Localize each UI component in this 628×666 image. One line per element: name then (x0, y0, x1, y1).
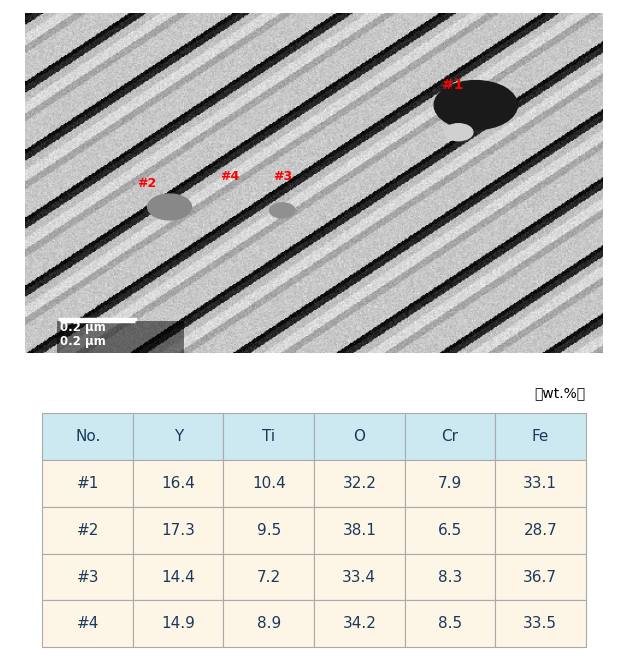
FancyBboxPatch shape (43, 507, 133, 553)
Circle shape (444, 124, 473, 141)
Text: #2: #2 (77, 523, 99, 537)
FancyBboxPatch shape (133, 414, 224, 460)
Text: 36.7: 36.7 (523, 569, 557, 585)
Text: #1: #1 (77, 476, 99, 491)
Text: 17.3: 17.3 (161, 523, 195, 537)
Text: Fe: Fe (531, 430, 549, 444)
FancyBboxPatch shape (314, 553, 404, 601)
Text: 0.2 μm: 0.2 μm (60, 321, 106, 334)
Text: （wt.%）: （wt.%） (534, 386, 585, 400)
Circle shape (148, 194, 192, 220)
Text: 7.2: 7.2 (257, 569, 281, 585)
Text: No.: No. (75, 430, 100, 444)
Text: 32.2: 32.2 (342, 476, 376, 491)
FancyBboxPatch shape (224, 507, 314, 553)
FancyBboxPatch shape (57, 321, 184, 360)
Text: 34.2: 34.2 (342, 616, 376, 631)
FancyBboxPatch shape (495, 507, 585, 553)
FancyBboxPatch shape (495, 553, 585, 601)
Text: 8.3: 8.3 (438, 569, 462, 585)
Text: 9.5: 9.5 (257, 523, 281, 537)
FancyBboxPatch shape (43, 460, 133, 507)
FancyBboxPatch shape (43, 601, 133, 647)
Text: 33.4: 33.4 (342, 569, 376, 585)
Text: #3: #3 (273, 170, 292, 183)
FancyBboxPatch shape (404, 414, 495, 460)
Text: 38.1: 38.1 (342, 523, 376, 537)
Text: 14.9: 14.9 (161, 616, 195, 631)
FancyBboxPatch shape (404, 553, 495, 601)
Text: O: O (354, 430, 365, 444)
Text: 8.9: 8.9 (257, 616, 281, 631)
Text: #1: #1 (442, 78, 463, 92)
FancyBboxPatch shape (404, 507, 495, 553)
Circle shape (269, 203, 295, 218)
Text: 0.2 μm: 0.2 μm (60, 335, 106, 348)
FancyBboxPatch shape (133, 601, 224, 647)
FancyBboxPatch shape (404, 460, 495, 507)
Text: #4: #4 (77, 616, 99, 631)
Text: #4: #4 (220, 170, 240, 183)
FancyBboxPatch shape (133, 553, 224, 601)
Text: Ti: Ti (262, 430, 275, 444)
FancyBboxPatch shape (314, 601, 404, 647)
FancyBboxPatch shape (495, 414, 585, 460)
Text: 8.5: 8.5 (438, 616, 462, 631)
Text: Cr: Cr (441, 430, 458, 444)
Text: #2: #2 (137, 176, 156, 190)
Text: 33.1: 33.1 (523, 476, 557, 491)
Circle shape (434, 81, 517, 129)
FancyBboxPatch shape (495, 601, 585, 647)
FancyBboxPatch shape (404, 601, 495, 647)
Text: 33.5: 33.5 (523, 616, 557, 631)
FancyBboxPatch shape (224, 601, 314, 647)
Text: 28.7: 28.7 (523, 523, 557, 537)
Text: 14.4: 14.4 (161, 569, 195, 585)
Text: 6.5: 6.5 (438, 523, 462, 537)
FancyBboxPatch shape (314, 507, 404, 553)
Text: 7.9: 7.9 (438, 476, 462, 491)
FancyBboxPatch shape (43, 553, 133, 601)
Text: 10.4: 10.4 (252, 476, 286, 491)
FancyBboxPatch shape (224, 414, 314, 460)
FancyBboxPatch shape (495, 460, 585, 507)
FancyBboxPatch shape (224, 553, 314, 601)
FancyBboxPatch shape (314, 460, 404, 507)
Text: Y: Y (173, 430, 183, 444)
Text: #3: #3 (77, 569, 99, 585)
FancyBboxPatch shape (133, 460, 224, 507)
FancyBboxPatch shape (133, 507, 224, 553)
Text: 16.4: 16.4 (161, 476, 195, 491)
FancyBboxPatch shape (314, 414, 404, 460)
FancyBboxPatch shape (43, 414, 133, 460)
FancyBboxPatch shape (224, 460, 314, 507)
